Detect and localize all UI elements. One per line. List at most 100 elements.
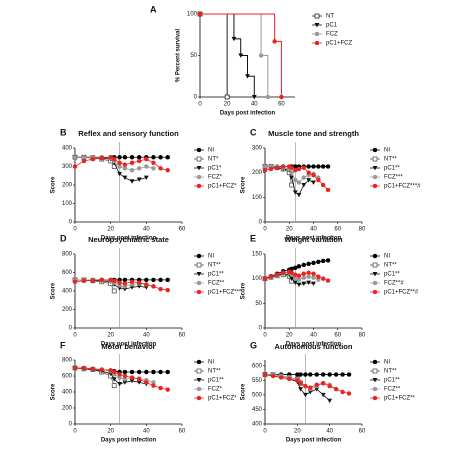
- data-point: [311, 260, 316, 266]
- data-point: [311, 271, 316, 276]
- legend-marker: [372, 359, 378, 365]
- x-tick-label: 40: [251, 102, 258, 108]
- x-tick-label: 40: [310, 333, 317, 339]
- data-point: [340, 389, 345, 395]
- data-point: [289, 170, 294, 175]
- data-point: [117, 382, 122, 387]
- x-tick-label: 40: [143, 429, 150, 435]
- y-tick-label: 400: [62, 289, 73, 295]
- legend-label: pC1**: [384, 378, 400, 384]
- y-axis-label: Score: [51, 176, 57, 193]
- y-tick-label: 100: [252, 195, 263, 201]
- data-point: [289, 270, 294, 275]
- data-point: [117, 372, 122, 377]
- x-tick-label: 0: [263, 333, 267, 339]
- legend-label: NT*: [208, 157, 219, 163]
- data-point: [72, 155, 78, 160]
- legend-label: pC1: [326, 23, 338, 29]
- legend-label: NT: [326, 14, 334, 20]
- data-point: [292, 190, 298, 195]
- data-point: [274, 165, 280, 170]
- y-tick-label: 800: [62, 358, 73, 364]
- y-tick-label: 200: [62, 183, 73, 189]
- data-point: [308, 385, 313, 390]
- y-tick-label: 0: [69, 220, 73, 226]
- data-point: [129, 160, 135, 166]
- data-point: [295, 378, 300, 383]
- data-point: [296, 273, 302, 278]
- x-tick-label: 60: [179, 333, 186, 339]
- data-point: [129, 179, 135, 184]
- panel-title: Weight variation: [284, 235, 343, 244]
- legend-label: FCZ*: [208, 175, 223, 181]
- y-axis-label: Score: [241, 383, 247, 400]
- data-point: [144, 164, 149, 169]
- data-point: [296, 277, 302, 282]
- legend-label: pC1+FCZ***: [208, 290, 242, 296]
- legend-label: FCZ: [326, 32, 338, 38]
- x-axis-label: Days post infection: [101, 236, 157, 242]
- data-point: [144, 369, 149, 375]
- data-point: [136, 166, 142, 171]
- data-point: [333, 372, 339, 377]
- legend-marker: [196, 183, 202, 189]
- panel-title: Neuropsychiatric state: [88, 235, 169, 244]
- y-tick-label: 600: [62, 270, 73, 276]
- data-point: [81, 158, 87, 164]
- y-tick-label: 200: [252, 170, 263, 176]
- data-point: [117, 164, 122, 169]
- data-point: [268, 166, 274, 172]
- data-point: [111, 369, 117, 375]
- panel-title: Muscle tone and strength: [268, 129, 359, 138]
- panel-label: B: [60, 127, 67, 137]
- y-tick-label: 400: [252, 422, 263, 428]
- x-axis-label: Days post infection: [220, 111, 276, 117]
- data-point: [72, 279, 78, 284]
- x-tick-label: 40: [310, 227, 317, 233]
- data-point: [197, 11, 203, 17]
- y-tick-label: 0: [69, 422, 73, 428]
- panel-title: Reflex and sensory function: [78, 129, 179, 138]
- data-point: [158, 369, 163, 375]
- legend-marker: [196, 386, 202, 392]
- data-point: [81, 278, 87, 284]
- legend-label: NT**: [208, 369, 221, 375]
- data-point: [99, 155, 104, 161]
- data-point: [314, 382, 319, 387]
- x-tick-label: 0: [263, 227, 267, 233]
- x-tick-label: 20: [286, 333, 293, 339]
- data-point: [117, 171, 122, 177]
- data-point: [296, 192, 302, 198]
- y-tick-label: 300: [62, 164, 73, 170]
- panel-title: Motor behavior: [101, 342, 155, 351]
- data-point: [136, 380, 142, 385]
- data-point: [165, 387, 170, 392]
- legend-label: NI: [384, 254, 390, 260]
- legend-label: pC1**: [384, 166, 400, 172]
- y-tick-label: 100: [252, 276, 263, 282]
- legend-marker: [372, 280, 378, 286]
- y-tick-label: 0: [194, 95, 198, 101]
- legend-label: pC1**: [384, 272, 400, 278]
- data-point: [289, 276, 295, 282]
- data-point: [325, 187, 331, 193]
- y-tick-label: 400: [62, 146, 73, 152]
- x-tick-label: 80: [359, 333, 366, 339]
- data-point: [151, 383, 156, 388]
- legend-label: pC1+FCZ***#: [384, 184, 421, 190]
- y-tick-label: 150: [252, 252, 263, 258]
- data-point: [316, 274, 321, 279]
- legend-marker: [372, 174, 378, 180]
- data-point: [90, 366, 96, 372]
- data-point: [143, 175, 149, 180]
- data-point: [136, 177, 142, 182]
- data-point: [306, 261, 311, 267]
- data-point: [262, 164, 268, 169]
- legend-marker: [372, 378, 378, 383]
- y-tick-label: 100: [62, 201, 73, 207]
- data-point: [111, 377, 117, 382]
- data-point: [325, 278, 331, 283]
- data-point: [325, 258, 331, 263]
- data-point: [320, 392, 326, 398]
- data-point: [296, 282, 302, 287]
